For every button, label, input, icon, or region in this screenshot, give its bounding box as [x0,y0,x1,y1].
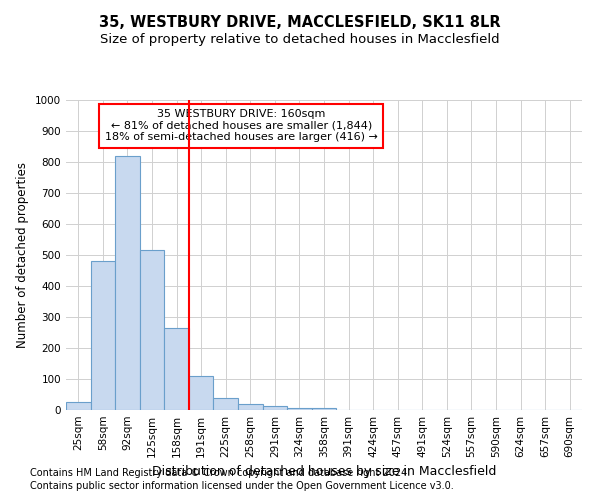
Bar [91,261,115,410]
Text: 35, WESTBURY DRIVE, MACCLESFIELD, SK11 8LR: 35, WESTBURY DRIVE, MACCLESFIELD, SK11 8… [99,15,501,30]
Bar [263,406,287,410]
Text: Size of property relative to detached houses in Macclesfield: Size of property relative to detached ho… [100,32,500,46]
Bar [214,398,238,410]
Bar [312,408,336,410]
Text: Contains HM Land Registry data © Crown copyright and database right 2024.: Contains HM Land Registry data © Crown c… [30,468,410,477]
Bar [140,250,164,410]
Bar [287,408,312,410]
Text: Contains public sector information licensed under the Open Government Licence v3: Contains public sector information licen… [30,481,454,491]
Bar [189,376,214,410]
Text: 35 WESTBURY DRIVE: 160sqm
← 81% of detached houses are smaller (1,844)
18% of se: 35 WESTBURY DRIVE: 160sqm ← 81% of detac… [105,110,378,142]
X-axis label: Distribution of detached houses by size in Macclesfield: Distribution of detached houses by size … [152,466,496,478]
Bar [164,328,189,410]
Y-axis label: Number of detached properties: Number of detached properties [16,162,29,348]
Bar [115,156,140,410]
Bar [66,402,91,410]
Bar [238,404,263,410]
